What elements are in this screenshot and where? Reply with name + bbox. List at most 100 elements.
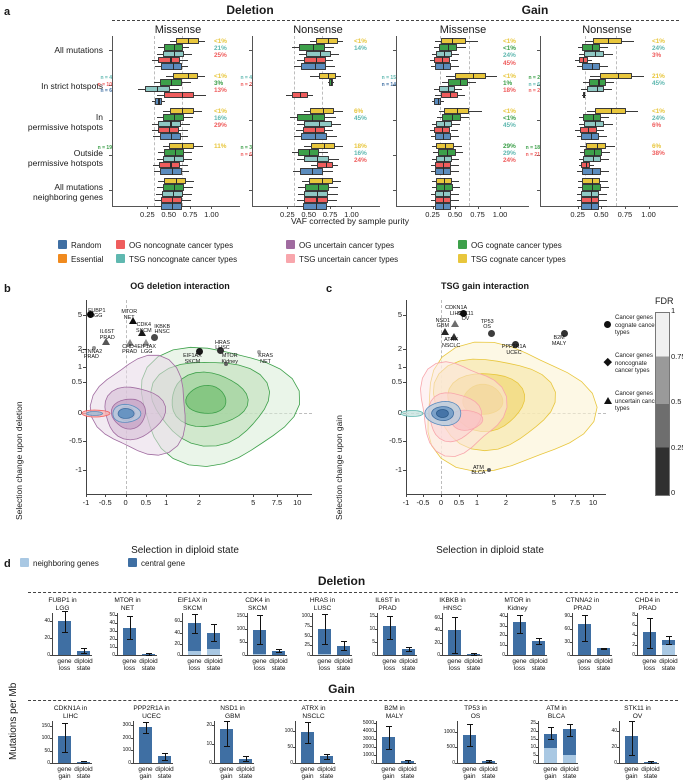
chart-y-tick bbox=[617, 730, 619, 732]
chart-y-tick bbox=[635, 625, 637, 627]
boxplot-box bbox=[162, 155, 185, 162]
boxplot-whisker bbox=[194, 146, 203, 147]
scatter-point-label: CTNNA2 PRAD bbox=[80, 348, 103, 361]
boxplot-whisker bbox=[450, 59, 458, 61]
chart-y-tick bbox=[505, 615, 507, 617]
boxplot-median bbox=[328, 73, 330, 80]
chart-gene: CTNNA2 in bbox=[565, 597, 600, 604]
chart-y-tick bbox=[375, 615, 377, 617]
boxplot-box bbox=[438, 85, 455, 92]
y-tick bbox=[83, 349, 86, 351]
x-tick-label: 1.00 bbox=[344, 210, 359, 219]
panel-d-deletion-rule bbox=[28, 592, 678, 593]
scatter-point-label: MTOR Kidney bbox=[221, 353, 238, 365]
panel-d-errorbar-cap bbox=[665, 635, 672, 637]
chart-y-tick-label: 40 bbox=[174, 629, 180, 636]
boxplot-median bbox=[318, 184, 320, 191]
legend-label: central gene bbox=[141, 559, 186, 568]
pvalue-label: 45% bbox=[503, 59, 516, 67]
boxplot-whisker bbox=[324, 47, 335, 48]
boxplot-whisker bbox=[292, 47, 300, 48]
boxplot-whisker bbox=[181, 171, 190, 172]
x-tick bbox=[601, 206, 603, 209]
panel-d-chart-title: B2M in MALY bbox=[352, 705, 437, 720]
boxplot-whisker bbox=[576, 171, 583, 172]
chart-y-axis bbox=[182, 613, 183, 655]
boxplot-box bbox=[600, 73, 633, 80]
boxplot-whisker bbox=[454, 146, 463, 147]
boxplot-whisker bbox=[334, 111, 343, 112]
boxplot-whisker bbox=[327, 199, 337, 201]
fdr-colorbar-ticks: 1 0.75 0.5 0.25 0 bbox=[669, 306, 683, 502]
chart-y-axis bbox=[442, 613, 443, 655]
chart-y-tick bbox=[180, 643, 182, 645]
boxplot-whisker bbox=[431, 101, 435, 102]
boxplot-box bbox=[305, 184, 330, 191]
x-tick-label: -1 bbox=[402, 498, 410, 507]
boxplot-median bbox=[314, 126, 316, 134]
chart-tissue: OV bbox=[632, 712, 643, 720]
n-count-label: n = 15 bbox=[381, 75, 396, 81]
x-tick-label: 0.75 bbox=[322, 210, 338, 219]
scatter-point-label: HRAS LUSC bbox=[215, 339, 230, 352]
chart-y-axis bbox=[117, 613, 118, 655]
panel-d-errorbar bbox=[226, 721, 228, 746]
chart-y-tick bbox=[375, 641, 377, 643]
gridline bbox=[154, 36, 156, 206]
boxplot-median bbox=[172, 196, 174, 204]
boxplot-median bbox=[172, 168, 174, 175]
chart-tissue: MALY bbox=[385, 712, 404, 720]
chart-gene: CHD4 in bbox=[635, 597, 660, 604]
legend-label: TSG uncertain cancer types bbox=[299, 255, 399, 264]
boxplot-whisker bbox=[324, 117, 337, 118]
boxplot-whisker bbox=[182, 199, 191, 201]
y-tick-label: 0.5 bbox=[391, 377, 402, 387]
boxplot-whisker bbox=[578, 117, 584, 118]
panel-d-errorbar-cap bbox=[466, 745, 473, 747]
boxplot-whisker bbox=[332, 82, 334, 83]
boxplot-median bbox=[318, 120, 321, 127]
chart-y-tick-label: 40 bbox=[434, 627, 440, 634]
boxplot-box bbox=[163, 44, 184, 51]
boxplot-box bbox=[306, 50, 331, 57]
panel-d-x-label: diploid state bbox=[594, 658, 613, 672]
chart-x-axis bbox=[538, 763, 578, 764]
y-tick bbox=[537, 85, 540, 86]
x-tick-label: 1 bbox=[474, 498, 480, 507]
boxplot-box bbox=[584, 50, 605, 57]
panel-d-x-label: diploid state bbox=[659, 658, 678, 672]
boxplot-whisker bbox=[328, 82, 330, 83]
chart-y-tick bbox=[180, 621, 182, 623]
axis-vline bbox=[112, 36, 113, 206]
chart-y-tick-label: 30 bbox=[109, 627, 115, 634]
boxplot-box bbox=[175, 38, 199, 45]
boxplot-whisker bbox=[155, 66, 162, 67]
boxplot-whisker bbox=[625, 111, 639, 112]
boxplot-box bbox=[161, 196, 183, 204]
panel-d-errorbar bbox=[148, 652, 150, 655]
chart-y-axis bbox=[637, 613, 638, 655]
chart-y-tick bbox=[180, 632, 182, 634]
y-tick bbox=[537, 120, 540, 121]
boxplot-whisker bbox=[606, 82, 614, 83]
scatter-point-circle bbox=[151, 333, 159, 341]
chart-y-tick-label: 0 bbox=[632, 652, 635, 658]
panel-d-x-label: gene gain bbox=[624, 766, 639, 780]
chart-x-axis bbox=[52, 655, 92, 656]
boxplot-box bbox=[162, 114, 185, 121]
panel-d-errorbar-cap bbox=[61, 751, 68, 753]
y-tick bbox=[249, 190, 252, 191]
boxplot-box bbox=[587, 85, 605, 92]
boxplot-box bbox=[161, 190, 184, 197]
shape-legend-label: Cancer genes in cognate cancer types bbox=[615, 314, 660, 337]
panel-d-errorbar bbox=[538, 638, 540, 645]
y-tick-label: -0.5 bbox=[389, 435, 402, 445]
panel-d-errorbar-cap bbox=[191, 632, 198, 634]
legend-swatch bbox=[58, 254, 67, 263]
panel-d-errorbar bbox=[550, 727, 552, 739]
panel-a-letter: a bbox=[4, 6, 11, 18]
panel-d-errorbar-cap bbox=[223, 721, 230, 722]
boxplot-whisker bbox=[296, 158, 304, 160]
y-tick bbox=[403, 382, 406, 384]
boxplot-median bbox=[590, 196, 592, 204]
